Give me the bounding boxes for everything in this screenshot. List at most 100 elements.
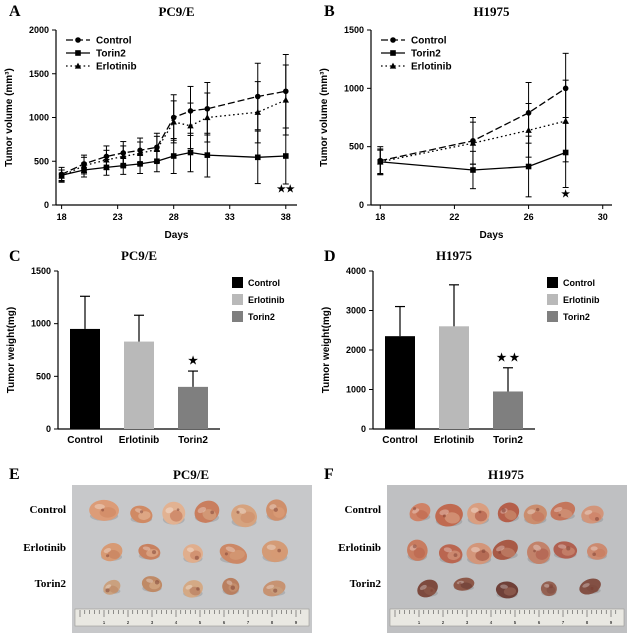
panel-f-letter: F [324,466,334,483]
panel-a: A PC9/E 0 500 1000 1500 2000 18 23 28 33 38 Days Tum… [0,0,315,245]
panel-e-letter: E [9,466,20,483]
svg-text:26: 26 [524,212,534,222]
svg-text:★★: ★★ [277,184,295,195]
svg-text:0: 0 [359,200,364,210]
svg-text:1: 1 [103,620,106,625]
svg-text:PC9/E: PC9/E [121,248,157,263]
svg-text:0: 0 [44,200,49,210]
svg-text:500: 500 [34,156,49,166]
svg-text:23: 23 [113,212,123,222]
svg-text:Erlotinib: Erlotinib [248,295,285,305]
svg-text:7: 7 [247,620,250,625]
svg-text:3000: 3000 [346,306,366,316]
svg-text:2000: 2000 [346,345,366,355]
svg-text:★ ★: ★ ★ [497,352,520,364]
svg-text:Control: Control [411,36,447,47]
svg-text:Control: Control [96,36,132,47]
panel-d: D H1975 0 1000 2000 3000 4000 Control Erlotinib… [315,245,630,463]
svg-text:1000: 1000 [29,113,49,123]
svg-text:0: 0 [46,424,51,434]
svg-text:30: 30 [598,212,608,222]
svg-text:3: 3 [466,620,469,625]
panel-a-letter: A [9,3,21,20]
panel-e: E PC9/E Control Erlotinib Torin2 1 2 3 4 5 6 7… [0,463,315,633]
panel-d-letter: D [324,248,336,265]
svg-text:1000: 1000 [31,319,51,329]
svg-text:1500: 1500 [31,266,51,276]
svg-text:4: 4 [175,620,178,625]
panel-f-title: H1975 [487,467,525,482]
svg-text:H1975: H1975 [473,4,510,19]
svg-text:9: 9 [295,620,298,625]
svg-text:Control: Control [67,435,103,446]
svg-text:Tumor volume (mm³): Tumor volume (mm³) [319,68,330,167]
svg-text:38: 38 [281,212,291,222]
row-label-erlotinib: Erlotinib [338,542,381,554]
svg-text:Tumor weight(mg): Tumor weight(mg) [6,307,17,393]
svg-text:Control: Control [563,278,595,288]
svg-text:Control: Control [382,435,418,446]
svg-text:2: 2 [127,620,130,625]
panel-e-title: PC9/E [172,467,210,482]
panel-b-letter: B [324,3,335,20]
svg-text:2000: 2000 [29,25,49,35]
svg-text:Torin2: Torin2 [96,49,126,60]
svg-text:500: 500 [36,371,51,381]
panel-d-bar-chart: H1975 0 1000 2000 3000 4000 Control Erlotinib To… [321,248,600,446]
svg-text:Torin2: Torin2 [411,49,441,60]
svg-text:6: 6 [223,620,226,625]
svg-text:4: 4 [490,620,493,625]
svg-text:Erlotinib: Erlotinib [563,295,600,305]
panel-b: B H1975 0 500 1000 1500 18 22 26 30 Days Tumor vol… [315,0,630,245]
svg-text:Days: Days [165,230,189,241]
row-label-control: Control [29,504,66,516]
svg-text:33: 33 [225,212,235,222]
svg-text:5: 5 [199,620,202,625]
panel-c: C PC9/E 0 500 1000 1500 Control Erlotinib Torin… [0,245,315,463]
svg-text:4000: 4000 [346,266,366,276]
panel-c-letter: C [9,248,21,265]
svg-text:Tumor weight(mg): Tumor weight(mg) [321,307,332,393]
row-label-torin2: Torin2 [349,578,381,590]
svg-text:★: ★ [561,189,570,200]
svg-text:6: 6 [538,620,541,625]
svg-text:1500: 1500 [344,25,364,35]
svg-text:Torin2: Torin2 [563,312,590,322]
svg-text:28: 28 [169,212,179,222]
panel-e-tumor-photo: 1 2 3 4 5 6 7 8 9 [72,485,312,633]
panel-b-line-chart: H1975 0 500 1000 1500 18 22 26 30 Days Tumor volum… [319,4,612,241]
svg-text:5: 5 [514,620,517,625]
svg-text:0: 0 [361,424,366,434]
svg-text:7: 7 [562,620,565,625]
row-label-control: Control [344,504,381,516]
svg-text:3: 3 [151,620,154,625]
svg-text:1500: 1500 [29,69,49,79]
svg-text:★: ★ [188,355,198,367]
svg-text:8: 8 [586,620,589,625]
panel-f: F H1975 Control Erlotinib Torin2 1 2 3 4 5 6 7… [315,463,630,633]
svg-text:Torin2: Torin2 [178,435,208,446]
panel-f-tumor-photo: 1 2 3 4 5 6 7 8 9 [387,485,627,633]
svg-text:2: 2 [442,620,445,625]
svg-text:500: 500 [349,142,364,152]
svg-text:8: 8 [271,620,274,625]
svg-text:1000: 1000 [344,83,364,93]
svg-text:Tumor volume (mm³): Tumor volume (mm³) [4,68,15,167]
svg-text:PC9/E: PC9/E [158,4,194,19]
svg-text:Days: Days [480,230,504,241]
svg-text:9: 9 [610,620,613,625]
panel-c-bar-chart: PC9/E 0 500 1000 1500 Control Erlotinib Torin2 T… [6,248,285,446]
svg-text:18: 18 [57,212,67,222]
row-label-torin2: Torin2 [34,578,66,590]
svg-text:Erlotinib: Erlotinib [96,62,137,73]
panel-a-line-chart: PC9/E 0 500 1000 1500 2000 18 23 28 33 38 Days Tumor… [4,4,297,241]
svg-text:Erlotinib: Erlotinib [119,435,160,446]
svg-text:Control: Control [248,278,280,288]
svg-text:1: 1 [418,620,421,625]
row-label-erlotinib: Erlotinib [23,542,66,554]
svg-text:Erlotinib: Erlotinib [434,435,475,446]
svg-text:Torin2: Torin2 [248,312,275,322]
svg-text:Erlotinib: Erlotinib [411,62,452,73]
svg-text:Torin2: Torin2 [493,435,523,446]
svg-text:H1975: H1975 [436,248,473,263]
